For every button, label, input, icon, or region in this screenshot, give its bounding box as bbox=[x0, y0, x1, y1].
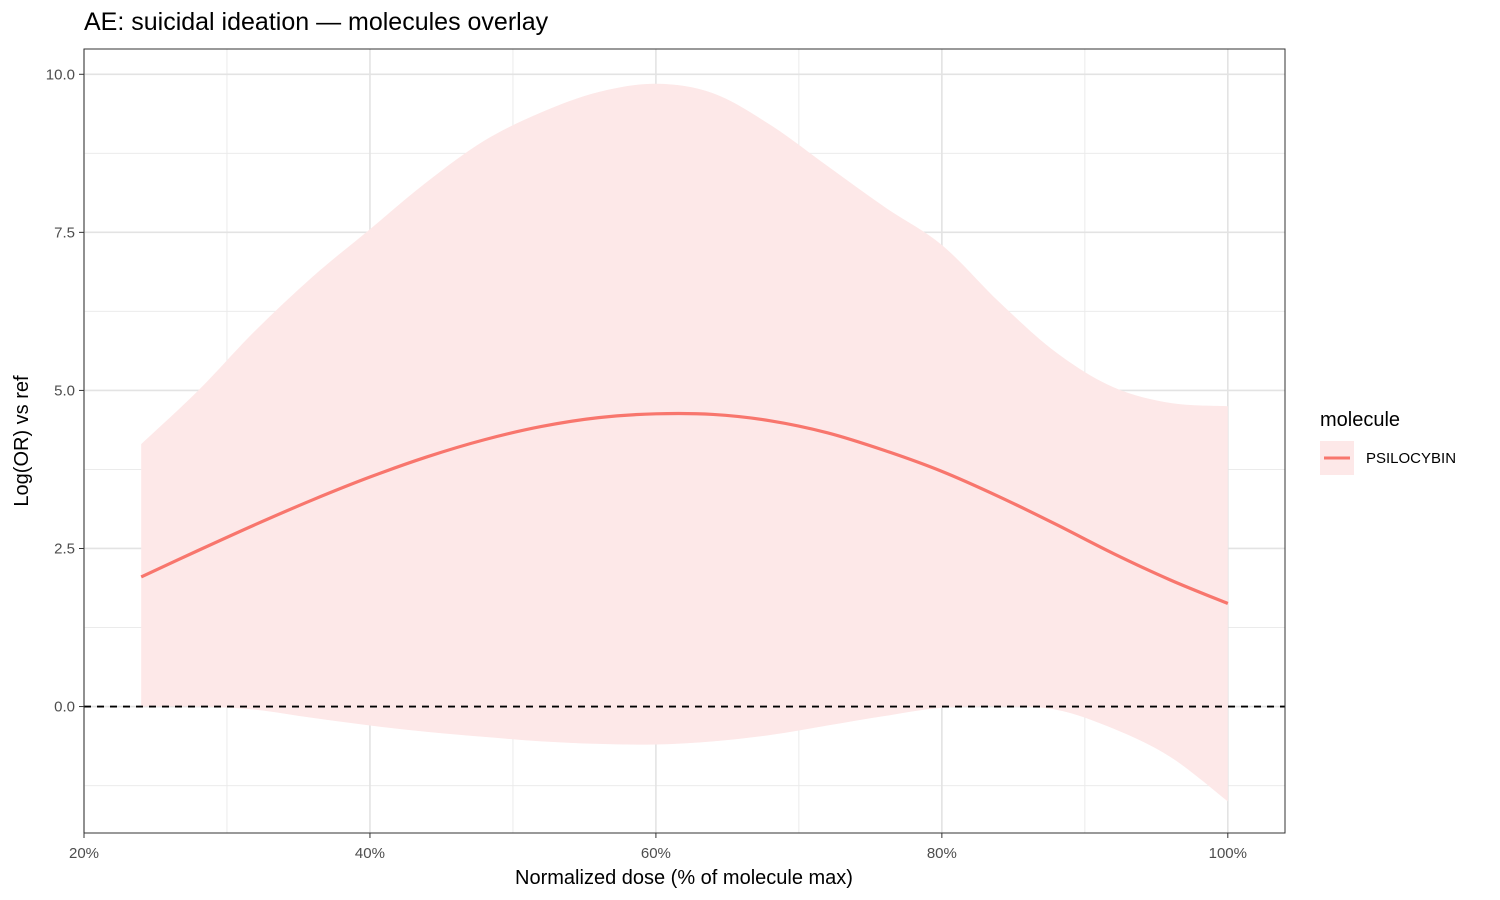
y-tick-label: 2.5 bbox=[54, 540, 75, 557]
x-tick-label: 60% bbox=[641, 845, 671, 862]
legend: molecule PSILOCYBIN bbox=[1320, 409, 1456, 475]
y-tick-label: 7.5 bbox=[54, 224, 75, 241]
y-tick-label: 10.0 bbox=[46, 66, 75, 83]
series-line-psilocybin bbox=[140, 411, 1229, 605]
confidence-ribbon-psilocybin bbox=[141, 83, 1228, 802]
x-tick-label: 40% bbox=[355, 845, 385, 862]
y-axis: 0.0 2.5 5.0 7.5 10.0 bbox=[46, 66, 84, 716]
y-axis-title: Log(OR) vs ref bbox=[11, 375, 33, 507]
y-tick-label: 0.0 bbox=[54, 699, 75, 716]
x-axis-title: Normalized dose (% of molecule max) bbox=[515, 867, 853, 889]
chart-title: AE: suicidal ideation — molecules overla… bbox=[84, 8, 549, 36]
x-tick-label: 100% bbox=[1209, 845, 1247, 862]
x-axis: 20% 40% 60% 80% 100% bbox=[69, 833, 1247, 862]
x-tick-label: 20% bbox=[69, 845, 99, 862]
ribbon-layer bbox=[141, 83, 1228, 802]
x-tick-label: 80% bbox=[927, 845, 957, 862]
panel-border bbox=[83, 48, 1286, 834]
y-tick-label: 5.0 bbox=[54, 382, 75, 399]
legend-title: molecule bbox=[1320, 409, 1400, 431]
legend-label-psilocybin: PSILOCYBIN bbox=[1366, 450, 1456, 467]
line-layer bbox=[140, 411, 1229, 605]
